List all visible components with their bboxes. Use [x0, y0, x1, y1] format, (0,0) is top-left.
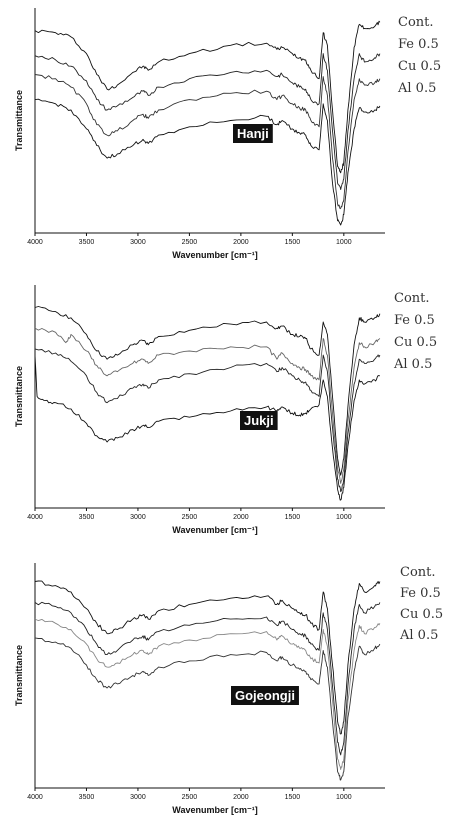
chart-panel-1: 4000 3500 3000 2500 2000 1500 1000 Wavenumber [… [14, 8, 441, 260]
paper-label-box [233, 124, 273, 143]
paper-label-box [231, 686, 299, 705]
x-tick-label: 3500 [79, 239, 95, 246]
chart-panel-3: 4000 3500 3000 2500 2000 1500 1000 Wavenumber [… [14, 563, 443, 815]
y-axis-label: Transmittance [14, 645, 24, 706]
x-tick-label: 2500 [182, 514, 198, 521]
series-line [34, 53, 381, 190]
paper-label: Gojeongji [235, 688, 295, 703]
x-tick-label: 1500 [285, 514, 301, 521]
x-tick-label: 1500 [285, 794, 301, 801]
legend-item: Cu 0.5 [398, 59, 441, 74]
axes-frame [34, 8, 385, 234]
legend-item: Al 0.5 [393, 357, 432, 372]
x-tick-label: 3000 [130, 794, 146, 801]
series-line [34, 618, 381, 770]
legend-item: Cont. [398, 15, 434, 30]
chart-panel-2: 4000 3500 3000 2500 2000 1500 1000 Wavenumber [… [14, 285, 437, 535]
series-line [34, 348, 381, 493]
legend-item: Cont. [400, 565, 436, 580]
legend-item: Al 0.5 [397, 81, 436, 96]
x-axis-label: Wavenumber [cm⁻¹] [172, 525, 257, 535]
x-tick-label: 1000 [336, 794, 352, 801]
x-tick-label: 2000 [233, 239, 249, 246]
x-tick-label: 4000 [27, 514, 43, 521]
legend-item: Fe 0.5 [400, 586, 441, 601]
x-tick-label: 3500 [79, 794, 95, 801]
paper-label: Jukji [244, 413, 274, 428]
x-tick-label: 2500 [182, 239, 198, 246]
series-line [34, 637, 381, 781]
series-line [34, 327, 381, 484]
x-tick-label: 4000 [27, 794, 43, 801]
legend-item: Cu 0.5 [394, 335, 437, 350]
series-line [34, 20, 381, 174]
x-axis-label: Wavenumber [cm⁻¹] [172, 250, 257, 260]
legend-item: Cont. [394, 291, 430, 306]
legend-item: Cu 0.5 [400, 607, 443, 622]
series-line [34, 601, 381, 756]
x-tick-label: 3500 [79, 514, 95, 521]
paper-label-box [240, 411, 278, 430]
x-axis-label: Wavenumber [cm⁻¹] [172, 805, 257, 815]
x-tick-label: 2000 [233, 514, 249, 521]
x-tick-label: 1000 [336, 239, 352, 246]
legend-item: Fe 0.5 [398, 37, 439, 52]
axes-frame [34, 563, 385, 789]
series-line [34, 74, 381, 210]
series-line [34, 355, 380, 501]
x-tick-label: 3000 [130, 239, 146, 246]
x-tick-label: 2500 [182, 794, 198, 801]
legend-item: Al 0.5 [399, 628, 438, 643]
paper-label: Hanji [237, 126, 269, 141]
x-tick-label: 3000 [130, 514, 146, 521]
x-tick-label: 4000 [27, 239, 43, 246]
legend-item: Fe 0.5 [394, 313, 435, 328]
x-tick-label: 2000 [233, 794, 249, 801]
series-line [34, 306, 381, 476]
y-axis-label: Transmittance [14, 366, 24, 427]
series-line [34, 98, 381, 226]
x-tick-label: 1000 [336, 514, 352, 521]
series-line [34, 580, 381, 735]
y-axis-label: Transmittance [14, 90, 24, 151]
x-tick-label: 1500 [285, 239, 301, 246]
